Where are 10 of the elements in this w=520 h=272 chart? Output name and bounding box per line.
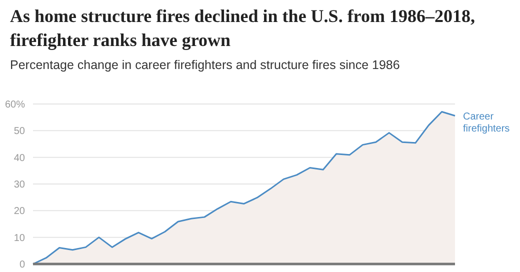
- y-tick-label: 60%: [4, 100, 26, 110]
- y-tick-label: 30: [14, 180, 26, 190]
- chart-subtitle: Percentage change in career firefighters and structure fires since 1986: [10, 58, 400, 72]
- y-tick-label: 10: [14, 232, 26, 244]
- y-tick-label: 20: [14, 206, 26, 218]
- y-tick-label: 50: [14, 126, 26, 138]
- y-tick-label: 40: [14, 152, 26, 164]
- y-tick-label: 0: [19, 260, 26, 270]
- chart-title: As home structure fires declined in the U.S. from 1986–2018, firefighter ranks have grown: [10, 5, 476, 52]
- series-label: Career firefighters: [463, 112, 510, 135]
